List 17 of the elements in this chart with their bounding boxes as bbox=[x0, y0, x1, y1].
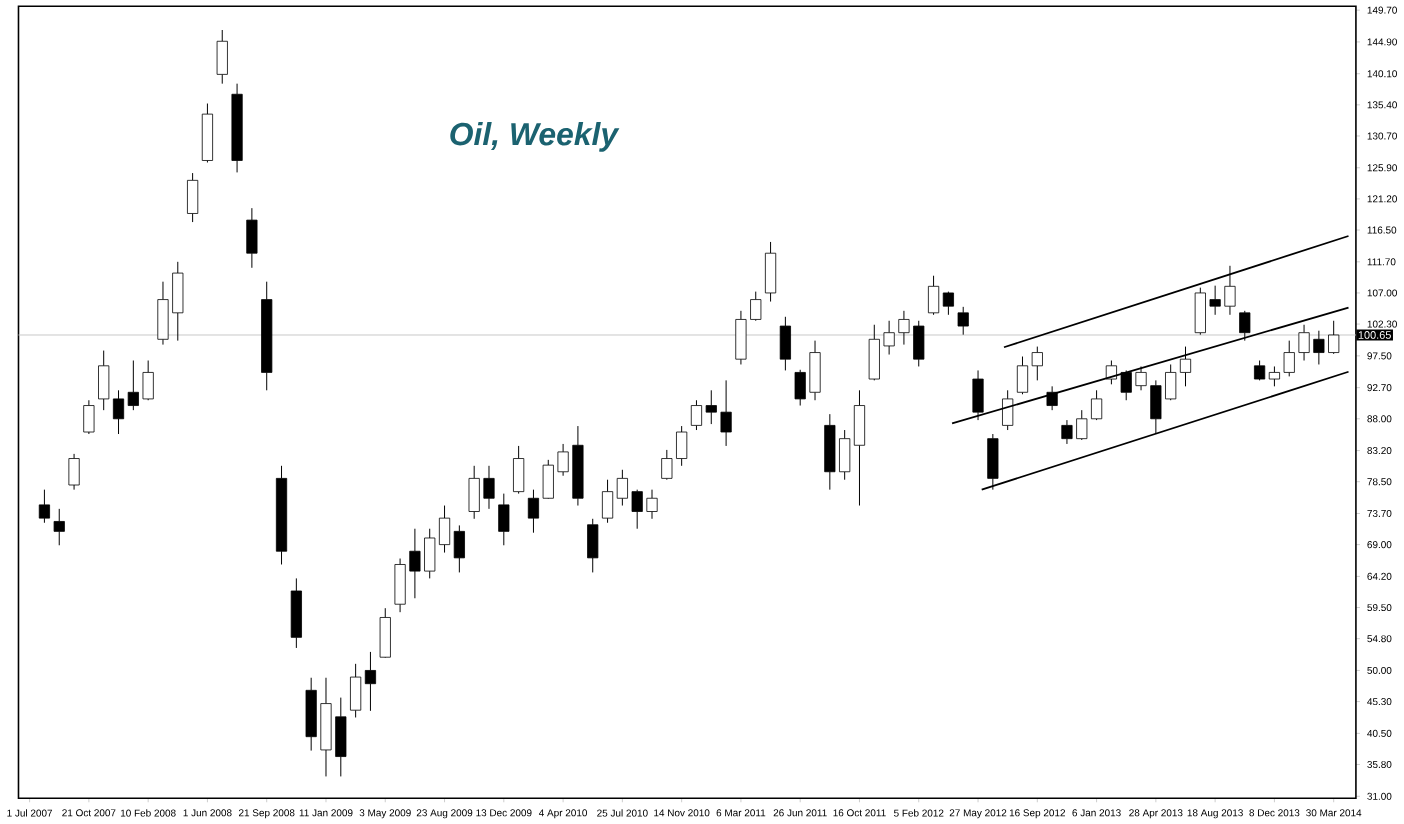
candlestick bbox=[216, 29, 228, 84]
candlestick bbox=[68, 452, 80, 490]
candlestick bbox=[246, 207, 258, 268]
candlestick bbox=[290, 577, 302, 648]
candlestick bbox=[364, 650, 377, 711]
candlestick bbox=[83, 399, 95, 435]
candlestick bbox=[513, 444, 525, 494]
candlestick bbox=[53, 507, 65, 546]
candlestick bbox=[275, 464, 288, 565]
text: Oil, Weekly bbox=[450, 121, 620, 152]
candlestick bbox=[927, 274, 940, 315]
candlestick bbox=[853, 389, 866, 506]
candlestick bbox=[453, 524, 465, 573]
candlestick bbox=[1046, 385, 1058, 411]
candlestick bbox=[231, 82, 243, 173]
candlestick bbox=[261, 280, 273, 391]
candlestick bbox=[498, 492, 510, 546]
